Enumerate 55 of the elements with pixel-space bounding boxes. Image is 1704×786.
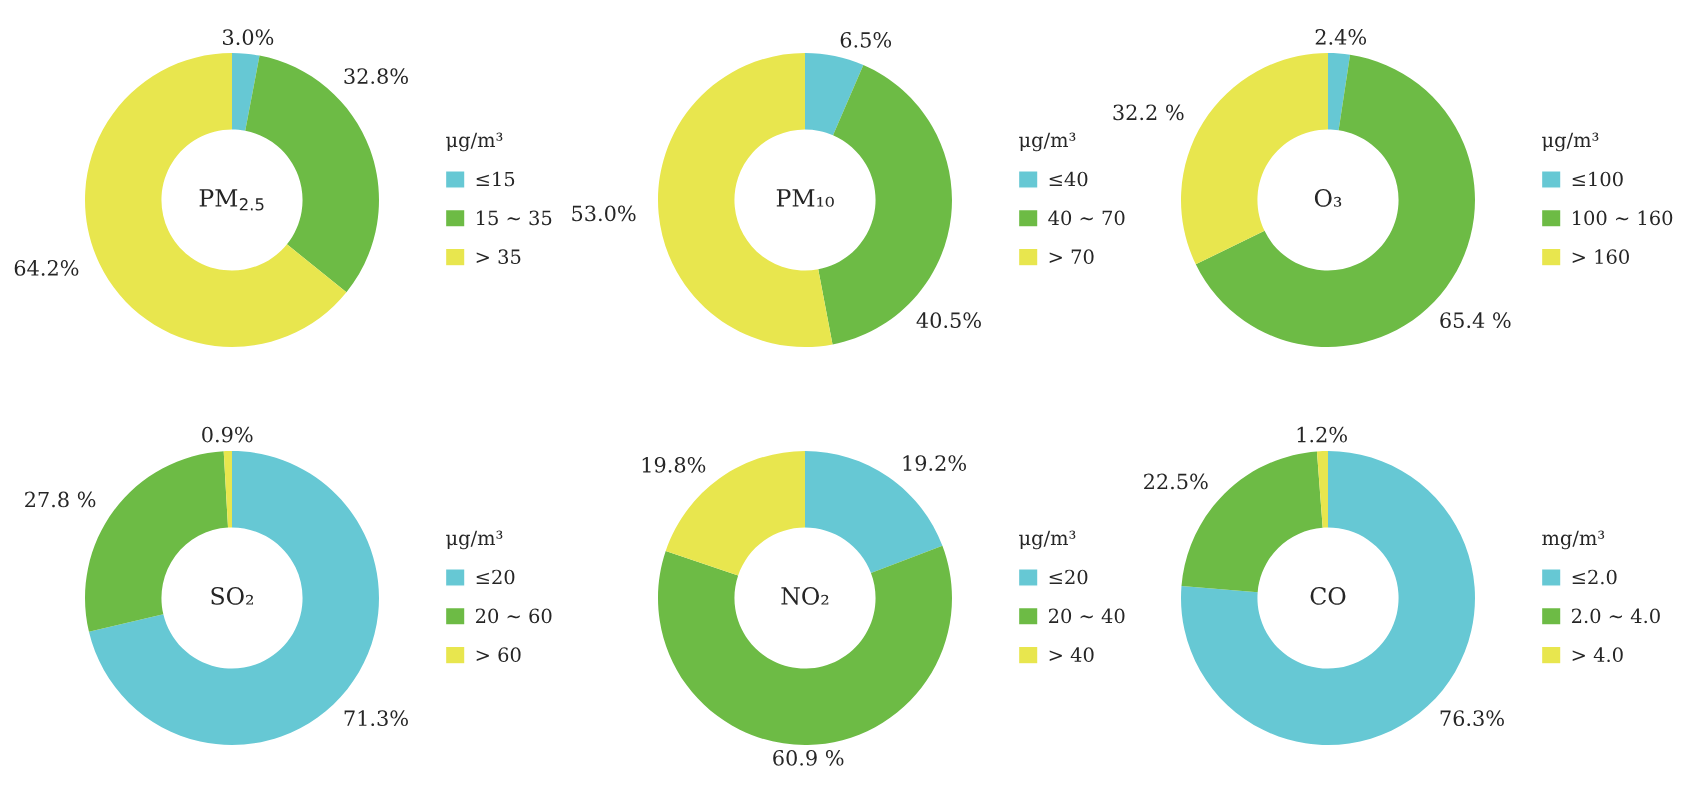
legend-title: μg/m³ xyxy=(1542,132,1599,152)
donut-slice xyxy=(805,53,864,136)
legend-title: μg/m³ xyxy=(1019,530,1076,550)
legend-label: ≤40 xyxy=(1049,171,1088,187)
data-label: 64.2% xyxy=(14,260,79,276)
data-label: 1.2% xyxy=(1297,426,1347,443)
legend-label: ≤100 xyxy=(1572,171,1623,187)
data-label: 0.9% xyxy=(202,426,253,443)
legend-title: μg/m³ xyxy=(446,530,503,550)
data-label: 60.9 % xyxy=(773,749,844,766)
data-label: 53.0% xyxy=(572,205,636,222)
legend-label: 2.0 ∼ 4.0 xyxy=(1571,608,1660,624)
donut-slice xyxy=(223,451,232,528)
data-label: 71.3% xyxy=(344,710,408,727)
text: PM$_{2.5}$ xyxy=(199,189,264,211)
legend-title: μg/m³ xyxy=(446,132,503,152)
legend-label: 20 ∼ 40 xyxy=(1048,608,1125,624)
legend-label: 15 ∼ 35 xyxy=(477,210,552,226)
legend-label: 40 ∼ 70 xyxy=(1048,210,1125,226)
data-label: 2.4% xyxy=(1315,29,1367,45)
legend-label: > 4.0 xyxy=(1572,647,1623,663)
text: CO xyxy=(1310,586,1346,605)
text: SO₂ xyxy=(211,586,254,605)
text: O₃ xyxy=(1314,188,1342,207)
donut-slice xyxy=(658,53,833,347)
legend-label: 20 ∼ 60 xyxy=(475,608,552,624)
donut-slice xyxy=(1328,53,1351,131)
data-label: 76.3% xyxy=(1440,710,1504,727)
data-label: 27.8 % xyxy=(25,491,96,508)
legend-label: > 60 xyxy=(476,647,521,663)
data-label: 65.4 % xyxy=(1440,312,1511,329)
data-label: 19.8% xyxy=(642,456,706,473)
legend-label: ≤2.0 xyxy=(1572,569,1617,585)
data-label: 6.5% xyxy=(840,31,892,48)
legend-label: ≤20 xyxy=(1049,569,1088,585)
data-label: 19.2% xyxy=(903,455,967,471)
legend-title: μg/m³ xyxy=(1019,132,1076,152)
data-label: 40.5% xyxy=(916,312,981,329)
legend-label: > 160 xyxy=(1572,249,1629,265)
data-label: 32.2 % xyxy=(1113,104,1184,121)
text: PM₁₀ xyxy=(776,189,834,207)
donut-slice xyxy=(232,53,260,131)
legend-label: 100 ∼ 160 xyxy=(1573,210,1673,226)
donut-slice xyxy=(1316,451,1328,528)
text: NO₂ xyxy=(781,586,829,605)
legend-label: ≤15 xyxy=(476,171,515,187)
legend-label: ≤20 xyxy=(476,569,515,585)
data-label: 3.0% xyxy=(223,29,274,46)
legend-label: > 35 xyxy=(476,249,521,265)
data-label: 32.8% xyxy=(344,68,408,85)
legend-label: > 40 xyxy=(1049,647,1094,663)
data-label: 22.5% xyxy=(1144,473,1208,490)
donut-slice xyxy=(658,545,952,745)
legend-title: mg/m³ xyxy=(1542,530,1605,550)
legend-label: > 70 xyxy=(1049,249,1094,265)
